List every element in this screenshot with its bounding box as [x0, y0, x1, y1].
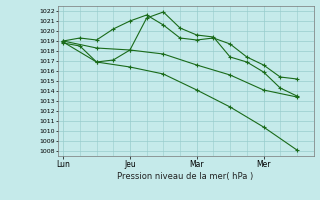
X-axis label: Pression niveau de la mer( hPa ): Pression niveau de la mer( hPa ) [117, 172, 254, 181]
